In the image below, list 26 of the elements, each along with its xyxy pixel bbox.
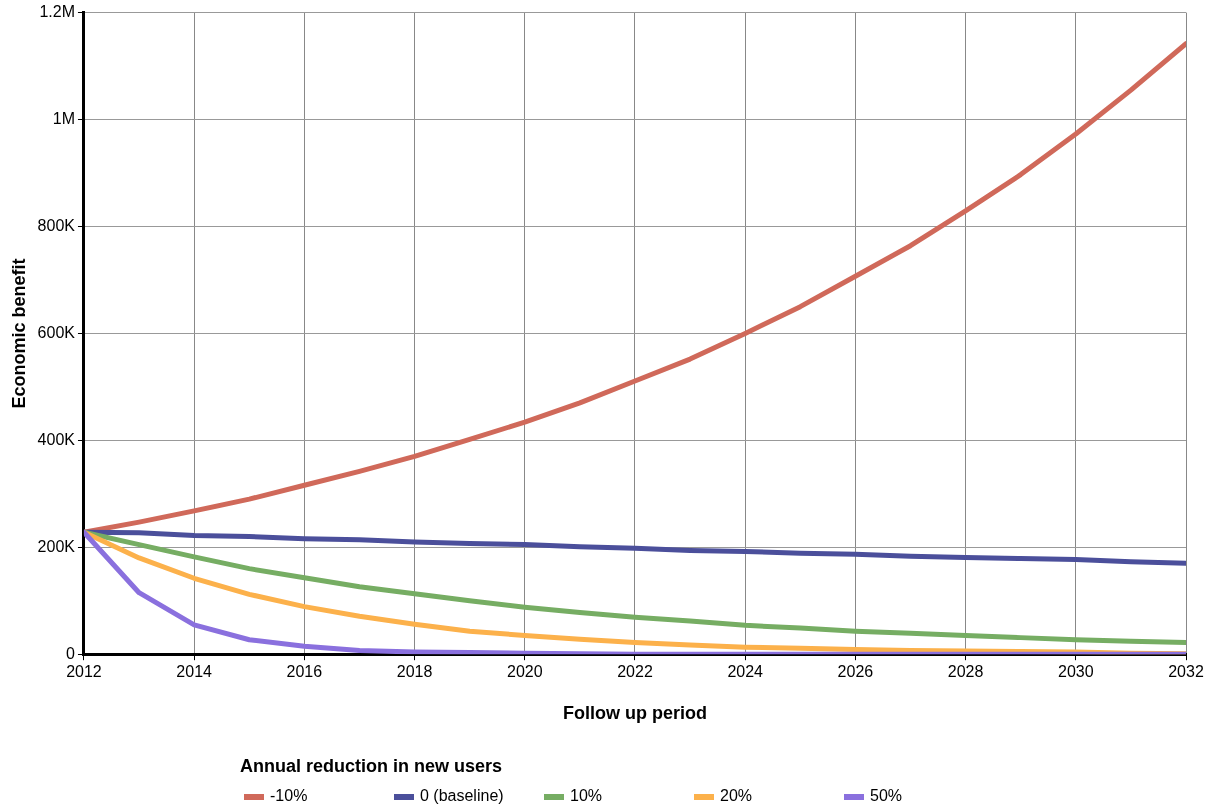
x-tick-label: 2030 xyxy=(1058,663,1094,681)
x-tick-label: 2016 xyxy=(286,663,323,681)
y-axis-title: Economic benefit xyxy=(8,258,29,409)
y-tick-label: 800K xyxy=(37,216,76,234)
x-tick-label: 2022 xyxy=(617,663,653,681)
x-tick-label: 2024 xyxy=(727,663,764,681)
x-tick-label: 2012 xyxy=(66,663,102,681)
x-tick-label: 2020 xyxy=(506,663,543,681)
y-tick-label: 200K xyxy=(37,537,76,555)
y-tick-label: 1M xyxy=(52,109,75,127)
x-tick-label: 2014 xyxy=(176,663,213,681)
legend-label: 0 (baseline) xyxy=(420,787,504,805)
x-tick-label: 2026 xyxy=(837,663,874,681)
x-tick-label: 2028 xyxy=(947,663,984,681)
y-tick-label: 600K xyxy=(37,323,76,341)
x-tick-label: 2018 xyxy=(396,663,433,681)
y-tick-label: 0 xyxy=(66,644,76,662)
legend-label: -10% xyxy=(270,787,308,805)
legend-label: 10% xyxy=(570,787,603,805)
x-tick-label: 2032 xyxy=(1168,663,1204,681)
legend-title: Annual reduction in new users xyxy=(240,755,503,776)
legend-label: 20% xyxy=(720,787,753,805)
y-tick-label: 1.2M xyxy=(39,3,75,21)
legend-label: 50% xyxy=(870,787,903,805)
y-tick-label: 400K xyxy=(37,430,76,448)
x-axis-title: Follow up period xyxy=(562,703,707,724)
